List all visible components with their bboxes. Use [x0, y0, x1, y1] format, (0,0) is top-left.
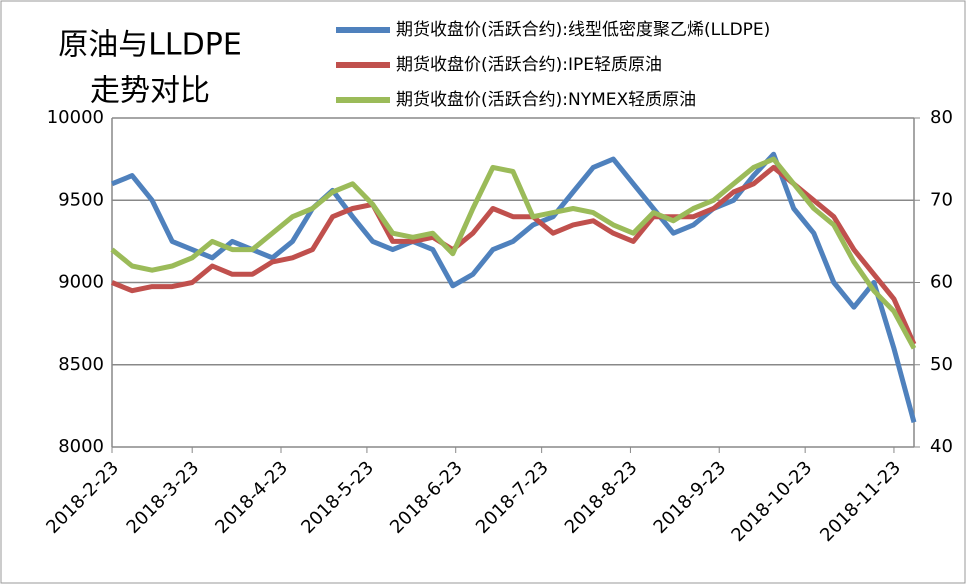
series-line: [111, 164, 917, 346]
legend-label: 期货收盘价(活跃合约):线型低密度聚乙烯(LLDPE): [396, 20, 770, 40]
y2-tick-label: 40: [930, 436, 953, 457]
y-tick-label: 8000: [58, 436, 104, 457]
chart-title: 走势对比: [90, 74, 210, 109]
y-tick-label: 9500: [58, 189, 104, 210]
legend-label: 期货收盘价(活跃合约):IPE轻质原油: [396, 55, 662, 75]
series-line: [110, 156, 917, 350]
y-tick-label: 8500: [58, 354, 104, 375]
y2-tick-label: 60: [930, 272, 953, 293]
chart-title: 原油与LLDPE: [58, 28, 242, 63]
y2-tick-label: 50: [930, 354, 953, 375]
y2-tick-label: 70: [930, 189, 953, 210]
y-tick-label: 9000: [58, 272, 104, 293]
legend-label: 期货收盘价(活跃合约):NYMEX轻质原油: [396, 90, 696, 110]
y-tick-label: 10000: [47, 107, 104, 128]
y2-tick-label: 80: [930, 107, 953, 128]
